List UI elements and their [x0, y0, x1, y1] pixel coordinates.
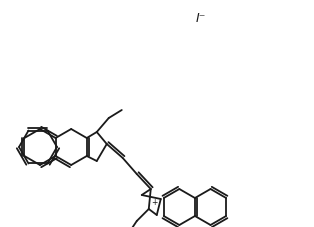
Text: I⁻: I⁻ [196, 12, 206, 25]
Text: +: + [151, 198, 157, 207]
